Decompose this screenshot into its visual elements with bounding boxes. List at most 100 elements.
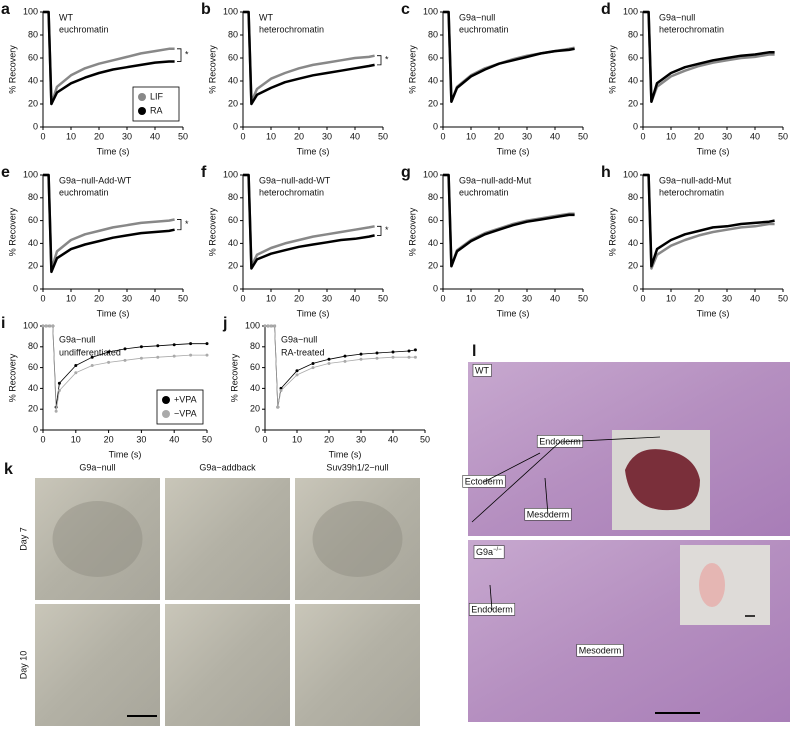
x-tick-label: 30 <box>722 131 732 141</box>
legend-swatch <box>138 107 146 115</box>
annotation: * <box>185 50 189 60</box>
column-label: G9a−addback <box>199 462 256 472</box>
y-tick-label: 40 <box>228 75 238 85</box>
x-tick-label: 0 <box>640 131 645 141</box>
panel-letter: k <box>4 461 13 478</box>
y-axis-label: % Recovery <box>407 207 417 256</box>
legend-swatch <box>138 93 146 101</box>
point <box>48 324 52 328</box>
y-tick-label: 80 <box>428 192 438 202</box>
y-axis-label: % Recovery <box>207 45 217 94</box>
point <box>273 324 277 328</box>
point <box>276 405 280 409</box>
chart-subtitle: RA-treated <box>281 347 325 357</box>
tissue-label: Mesoderm <box>579 645 622 655</box>
y-tick-label: 80 <box>628 192 638 202</box>
point <box>327 361 331 365</box>
point <box>391 355 395 359</box>
y-tick-label: 80 <box>428 29 438 39</box>
y-tick-label: 100 <box>423 6 438 16</box>
chart-subtitle: heterochromatin <box>659 187 724 197</box>
panel-letter: f <box>201 164 207 181</box>
y-tick-label: 20 <box>628 261 638 271</box>
y-tick-label: 80 <box>628 29 638 39</box>
x-tick-label: 40 <box>350 131 360 141</box>
x-tick-label: 40 <box>550 131 560 141</box>
point <box>359 357 363 361</box>
chart-subtitle: euchromatin <box>59 187 109 197</box>
point <box>327 357 331 361</box>
pointer <box>483 452 541 483</box>
x-axis-label: Time (s) <box>109 449 142 459</box>
x-tick-label: 50 <box>578 131 588 141</box>
point <box>279 386 283 390</box>
tissue-label: Ectoderm <box>465 476 504 486</box>
x-tick-label: 30 <box>122 131 132 141</box>
chart-title: G9a−null-add-Mut <box>659 175 732 185</box>
x-tick-label: 30 <box>522 293 532 303</box>
x-tick-label: 30 <box>122 293 132 303</box>
tissue-label: Endoderm <box>471 604 513 614</box>
point <box>189 353 193 357</box>
y-axis-label: % Recovery <box>7 45 17 94</box>
x-tick-label: 50 <box>202 434 212 444</box>
tissue-label: Mesoderm <box>527 509 570 519</box>
x-axis-label: Time (s) <box>297 146 330 156</box>
point <box>375 356 379 360</box>
chart-title: G9a−null <box>281 334 317 344</box>
y-tick-label: 60 <box>28 52 38 62</box>
micrograph <box>295 604 420 726</box>
colony <box>52 501 143 577</box>
y-axis-label: % Recovery <box>207 207 217 256</box>
y-tick-label: 60 <box>228 215 238 225</box>
x-tick-label: 20 <box>694 293 704 303</box>
bracket <box>377 55 382 66</box>
x-axis-label: Time (s) <box>697 308 730 318</box>
y-tick-label: 80 <box>250 341 260 351</box>
label-box <box>536 435 584 448</box>
genotype: G9a <box>476 547 493 557</box>
y-tick-label: 20 <box>28 404 38 414</box>
point <box>343 354 347 358</box>
bracket <box>177 48 182 62</box>
x-tick-label: 50 <box>420 434 430 444</box>
y-tick-label: 80 <box>28 341 38 351</box>
chart-subtitle: undifferentiated <box>59 347 121 357</box>
legend-label: LIF <box>150 91 164 101</box>
y-tick-label: 60 <box>28 215 38 225</box>
y-tick-label: 80 <box>28 29 38 39</box>
y-tick-label: 40 <box>250 383 260 393</box>
y-axis-label: % Recovery <box>7 353 17 402</box>
label-box <box>576 644 624 657</box>
y-tick-label: 20 <box>428 261 438 271</box>
point <box>279 388 283 392</box>
x-tick-label: 20 <box>324 434 334 444</box>
point <box>156 344 160 348</box>
y-tick-label: 20 <box>228 98 238 108</box>
point <box>54 409 58 413</box>
x-tick-label: 30 <box>136 434 146 444</box>
point <box>311 366 315 370</box>
legend-swatch <box>162 410 170 418</box>
legend-label: RA <box>150 105 163 115</box>
point <box>172 343 176 347</box>
y-axis-label: % Recovery <box>7 207 17 256</box>
chart-subtitle: heterochromatin <box>259 24 324 34</box>
y-tick-label: 100 <box>423 169 438 179</box>
x-tick-label: 0 <box>262 434 267 444</box>
series-line <box>443 10 575 103</box>
series-line <box>243 173 375 270</box>
column-label: G9a−null <box>79 462 115 472</box>
micrograph <box>35 604 160 726</box>
x-tick-label: 30 <box>522 131 532 141</box>
x-tick-label: 10 <box>466 293 476 303</box>
tissue-sample <box>699 563 725 607</box>
annotation: * <box>385 55 389 65</box>
x-tick-label: 10 <box>266 293 276 303</box>
point <box>295 369 299 373</box>
point <box>74 364 78 368</box>
x-tick-label: 40 <box>150 131 160 141</box>
x-tick-label: 40 <box>550 293 560 303</box>
y-axis-label: % Recovery <box>607 45 617 94</box>
